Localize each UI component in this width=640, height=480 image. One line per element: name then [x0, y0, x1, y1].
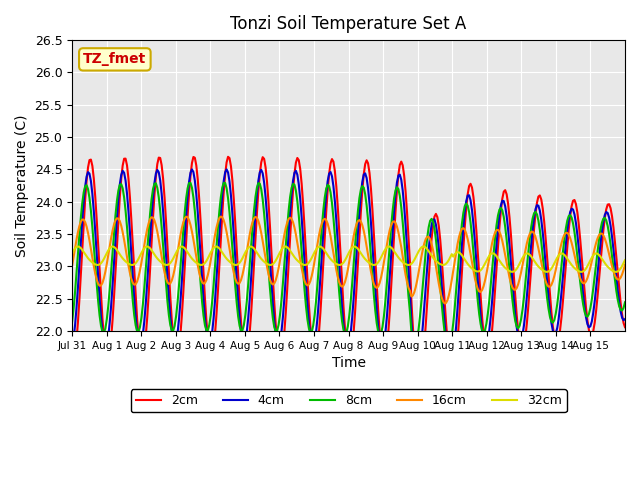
- Line: 4cm: 4cm: [72, 169, 625, 365]
- 16cm: [354, 218, 362, 224]
- 16cm: [441, 300, 449, 306]
- 2cm: [224, 154, 232, 160]
- 8cm: [620, 305, 627, 311]
- 2cm: [68, 356, 76, 361]
- 4cm: [548, 320, 556, 326]
- X-axis label: Time: Time: [332, 356, 365, 370]
- 32cm: [548, 266, 556, 272]
- 4cm: [413, 362, 421, 368]
- Line: 16cm: 16cm: [72, 216, 625, 303]
- 32cm: [68, 251, 76, 256]
- 16cm: [465, 243, 473, 249]
- 4cm: [104, 333, 112, 339]
- Legend: 2cm, 4cm, 8cm, 16cm, 32cm: 2cm, 4cm, 8cm, 16cm, 32cm: [131, 389, 566, 412]
- 8cm: [548, 319, 556, 324]
- 32cm: [621, 257, 629, 263]
- 2cm: [354, 259, 362, 265]
- 16cm: [217, 214, 225, 219]
- 2cm: [465, 183, 473, 189]
- 16cm: [621, 262, 629, 268]
- 4cm: [68, 342, 76, 348]
- 16cm: [620, 267, 627, 273]
- 2cm: [621, 324, 629, 330]
- 8cm: [68, 319, 76, 324]
- 16cm: [104, 252, 112, 258]
- 32cm: [464, 261, 472, 267]
- 4cm: [621, 316, 629, 322]
- 32cm: [88, 260, 96, 265]
- 8cm: [621, 300, 629, 305]
- 32cm: [354, 246, 362, 252]
- 4cm: [465, 192, 473, 198]
- 2cm: [415, 381, 422, 386]
- 8cm: [354, 208, 362, 214]
- 4cm: [87, 178, 95, 184]
- Line: 8cm: 8cm: [72, 183, 625, 348]
- 16cm: [68, 263, 76, 269]
- 2cm: [548, 309, 556, 315]
- Title: Tonzi Soil Temperature Set A: Tonzi Soil Temperature Set A: [230, 15, 467, 33]
- 8cm: [445, 345, 452, 350]
- Text: TZ_fmet: TZ_fmet: [83, 52, 147, 66]
- 4cm: [223, 167, 230, 172]
- 32cm: [543, 269, 551, 275]
- 8cm: [220, 180, 228, 186]
- 4cm: [620, 317, 627, 323]
- Y-axis label: Soil Temperature (C): Soil Temperature (C): [15, 114, 29, 257]
- 32cm: [74, 243, 82, 249]
- 2cm: [620, 320, 627, 326]
- 2cm: [104, 355, 112, 361]
- 8cm: [87, 208, 95, 214]
- 8cm: [104, 303, 112, 309]
- 4cm: [354, 229, 362, 235]
- 8cm: [465, 209, 473, 215]
- 32cm: [106, 245, 113, 251]
- 32cm: [620, 260, 627, 266]
- Line: 2cm: 2cm: [72, 157, 625, 384]
- 2cm: [87, 156, 95, 162]
- 16cm: [87, 246, 95, 252]
- Line: 32cm: 32cm: [72, 246, 625, 272]
- 16cm: [548, 282, 556, 288]
